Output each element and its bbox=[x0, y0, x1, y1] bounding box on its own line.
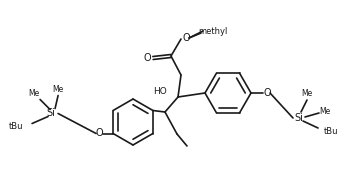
Text: Me: Me bbox=[319, 107, 331, 116]
Text: tBu: tBu bbox=[9, 122, 23, 131]
Text: tBu: tBu bbox=[324, 126, 338, 135]
Text: HO: HO bbox=[153, 88, 167, 97]
Text: Si: Si bbox=[295, 113, 304, 123]
Text: Si: Si bbox=[47, 108, 55, 119]
Text: Me: Me bbox=[53, 85, 64, 94]
Text: O: O bbox=[95, 129, 103, 139]
Text: Me: Me bbox=[28, 89, 40, 98]
Text: O: O bbox=[263, 88, 271, 98]
Text: Me: Me bbox=[301, 89, 313, 98]
Text: O: O bbox=[143, 53, 151, 63]
Text: O: O bbox=[182, 33, 190, 43]
Text: methyl: methyl bbox=[198, 26, 228, 35]
